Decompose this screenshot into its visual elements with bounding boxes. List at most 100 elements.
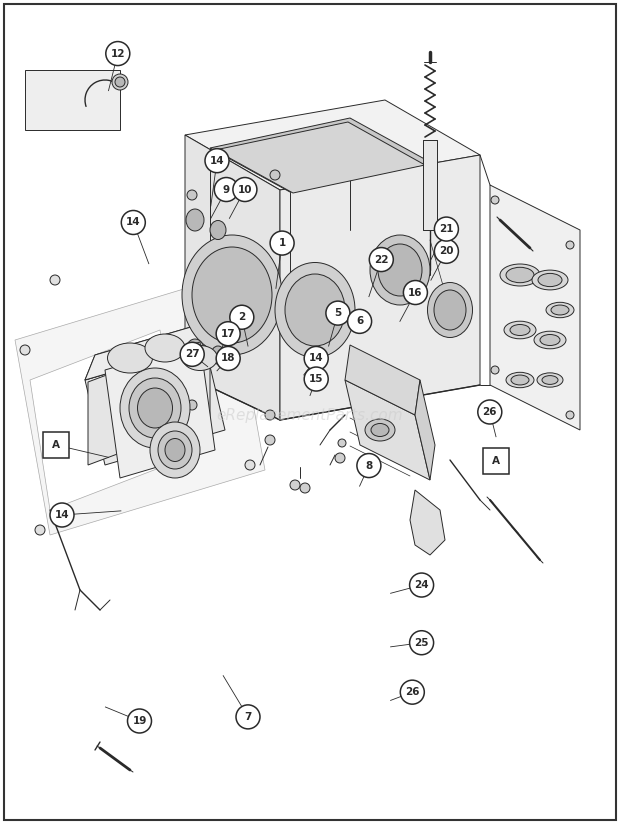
Circle shape [304,346,328,371]
Ellipse shape [275,263,355,358]
Text: 14: 14 [55,510,69,520]
Text: 2: 2 [238,312,246,322]
Text: 18: 18 [221,353,236,363]
Polygon shape [210,118,430,192]
Polygon shape [105,342,215,478]
Circle shape [230,305,254,330]
Ellipse shape [192,247,272,343]
Ellipse shape [182,345,218,371]
Text: 15: 15 [309,374,324,384]
Polygon shape [185,135,280,420]
Ellipse shape [145,334,185,362]
Circle shape [478,400,502,424]
Circle shape [566,411,574,419]
Ellipse shape [107,343,153,373]
Circle shape [187,400,197,410]
Polygon shape [280,155,480,420]
Circle shape [115,77,125,87]
Circle shape [404,280,427,305]
Circle shape [20,345,30,355]
Text: 10: 10 [237,185,252,194]
Ellipse shape [534,331,566,349]
Ellipse shape [434,290,466,330]
Circle shape [128,709,151,733]
Text: 16: 16 [408,288,423,297]
Text: 6: 6 [356,316,363,326]
Text: A: A [492,456,500,466]
Text: 1: 1 [278,238,286,248]
Ellipse shape [210,221,226,240]
Circle shape [106,41,130,66]
Ellipse shape [542,376,558,385]
Circle shape [435,239,458,264]
Ellipse shape [546,302,574,318]
Circle shape [300,483,310,493]
Bar [423,140,437,230]
Circle shape [290,480,300,490]
Ellipse shape [186,339,204,361]
Text: 9: 9 [223,185,230,194]
Circle shape [357,453,381,478]
Polygon shape [15,275,265,535]
Text: 22: 22 [374,255,389,265]
Ellipse shape [158,431,192,469]
Polygon shape [345,345,420,415]
Circle shape [265,435,275,445]
FancyBboxPatch shape [483,448,509,475]
Ellipse shape [538,274,562,287]
Polygon shape [85,345,225,465]
Circle shape [233,177,257,202]
Ellipse shape [540,335,560,345]
Text: 26: 26 [482,407,497,417]
Ellipse shape [129,378,181,438]
Circle shape [435,217,458,241]
Circle shape [410,573,433,597]
Polygon shape [30,330,180,510]
Circle shape [410,630,433,655]
Text: 14: 14 [309,353,324,363]
Text: 14: 14 [210,156,224,166]
Text: 14: 14 [126,218,141,227]
Ellipse shape [370,235,430,305]
Ellipse shape [186,374,204,396]
Text: 20: 20 [439,246,454,256]
Circle shape [304,367,328,391]
FancyBboxPatch shape [43,432,69,458]
Circle shape [270,231,294,255]
Polygon shape [215,122,425,193]
Circle shape [270,170,280,180]
Text: 27: 27 [185,349,200,359]
Ellipse shape [120,368,190,448]
Polygon shape [185,100,480,190]
Polygon shape [85,320,215,380]
Text: A: A [52,440,60,450]
Circle shape [335,453,345,463]
Text: 25: 25 [414,638,429,648]
Text: eReplacementParts.com: eReplacementParts.com [216,408,404,423]
Ellipse shape [504,321,536,339]
Circle shape [370,247,393,272]
Circle shape [216,346,240,371]
Polygon shape [345,380,430,480]
Circle shape [112,74,128,90]
Circle shape [491,366,499,374]
Ellipse shape [186,209,204,231]
Ellipse shape [150,422,200,478]
Ellipse shape [365,419,395,441]
Circle shape [180,342,204,367]
Text: 8: 8 [365,461,373,471]
Circle shape [35,525,45,535]
Ellipse shape [511,375,529,385]
Circle shape [491,196,499,204]
Circle shape [326,301,350,325]
Circle shape [122,210,145,235]
Ellipse shape [371,424,389,437]
Polygon shape [415,380,435,480]
Circle shape [215,290,225,300]
Circle shape [50,503,74,527]
Ellipse shape [285,274,345,346]
Ellipse shape [211,346,225,364]
Ellipse shape [182,235,282,355]
Circle shape [265,410,275,420]
Ellipse shape [428,283,472,338]
